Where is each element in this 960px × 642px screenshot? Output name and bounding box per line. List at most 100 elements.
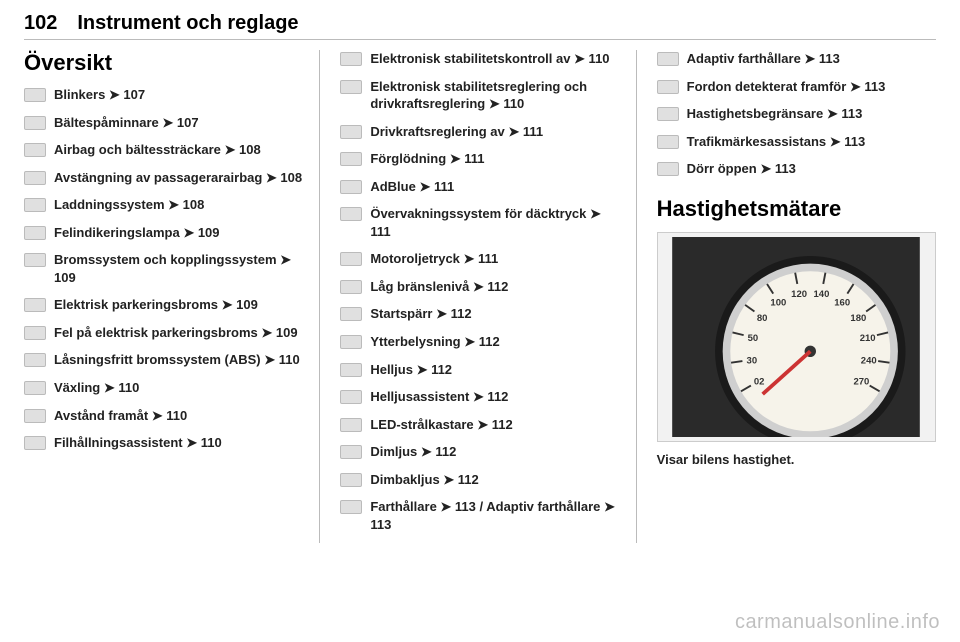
speedometer-heading: Hastighetsmätare	[657, 196, 936, 222]
list-item: Elektrisk parkeringsbroms ➤ 109	[24, 296, 303, 314]
list-item: Motoroljetryck ➤ 111	[340, 250, 619, 268]
indicator-symbol-icon	[24, 436, 46, 450]
indicator-label: Drivkraftsreglering av ➤ 111	[370, 123, 619, 141]
indicator-label: AdBlue ➤ 111	[370, 178, 619, 196]
indicator-symbol-icon	[24, 409, 46, 423]
list-item: Startspärr ➤ 112	[340, 305, 619, 323]
indicator-label: Trafikmärkesassistans ➤ 113	[687, 133, 936, 151]
indicator-symbol-icon	[24, 198, 46, 212]
indicator-label: Airbag och bältessträckare ➤ 108	[54, 141, 303, 159]
indicator-symbol-icon	[340, 180, 362, 194]
indicator-symbol-icon	[340, 207, 362, 221]
indicator-symbol-icon	[340, 152, 362, 166]
speedometer-caption: Visar bilens hastighet.	[657, 452, 936, 467]
indicator-symbol-icon	[24, 326, 46, 340]
svg-text:210: 210	[860, 333, 876, 344]
list-item: Dörr öppen ➤ 113	[657, 160, 936, 178]
list-item: Farthållare ➤ 113 / Adaptiv farthållare …	[340, 498, 619, 533]
list-item: Bromssystem och kopplingssystem ➤ 109	[24, 251, 303, 286]
indicator-symbol-icon	[340, 418, 362, 432]
indicator-symbol-icon	[24, 381, 46, 395]
list-item: Elektronisk stabilitetskontroll av ➤ 110	[340, 50, 619, 68]
list-item: Helljusassistent ➤ 112	[340, 388, 619, 406]
indicator-symbol-icon	[340, 473, 362, 487]
indicator-label: Elektrisk parkeringsbroms ➤ 109	[54, 296, 303, 314]
list-item: Övervakningssystem för däcktryck ➤ 111	[340, 205, 619, 240]
indicator-symbol-icon	[24, 171, 46, 185]
list-item: Elektronisk stabilitetsreglering och dri…	[340, 78, 619, 113]
chapter-title: Instrument och reglage	[77, 12, 298, 35]
list-item: Helljus ➤ 112	[340, 361, 619, 379]
indicator-label: Felindikeringslampa ➤ 109	[54, 224, 303, 242]
list-item: Airbag och bältessträckare ➤ 108	[24, 141, 303, 159]
indicator-symbol-icon	[24, 298, 46, 312]
indicator-symbol-icon	[24, 88, 46, 102]
indicator-label: Filhållningsassistent ➤ 110	[54, 434, 303, 452]
indicator-label: Farthållare ➤ 113 / Adaptiv farthållare …	[370, 498, 619, 533]
indicator-label: Låg bränslenivå ➤ 112	[370, 278, 619, 296]
svg-text:270: 270	[854, 376, 870, 387]
list-item: Bältespåminnare ➤ 107	[24, 114, 303, 132]
indicator-label: Dimbakljus ➤ 112	[370, 471, 619, 489]
indicator-label: Elektronisk stabilitetskontroll av ➤ 110	[370, 50, 619, 68]
indicator-label: Helljus ➤ 112	[370, 361, 619, 379]
indicator-symbol-icon	[340, 125, 362, 139]
list-item: Trafikmärkesassistans ➤ 113	[657, 133, 936, 151]
svg-text:240: 240	[861, 355, 877, 366]
indicator-symbol-icon	[340, 363, 362, 377]
list-item: Hastighetsbegränsare ➤ 113	[657, 105, 936, 123]
indicator-symbol-icon	[24, 226, 46, 240]
indicator-label: Helljusassistent ➤ 112	[370, 388, 619, 406]
indicator-label: Blinkers ➤ 107	[54, 86, 303, 104]
indicator-label: Laddningssystem ➤ 108	[54, 196, 303, 214]
indicator-symbol-icon	[340, 390, 362, 404]
indicator-symbol-icon	[340, 252, 362, 266]
indicator-label: Låsningsfritt bromssystem (ABS) ➤ 110	[54, 351, 303, 369]
indicator-symbol-icon	[24, 116, 46, 130]
indicator-label: Växling ➤ 110	[54, 379, 303, 397]
list-item: Dimbakljus ➤ 112	[340, 471, 619, 489]
list-item: Låg bränslenivå ➤ 112	[340, 278, 619, 296]
svg-text:140: 140	[814, 289, 830, 300]
column-3: Adaptiv farthållare ➤ 113 Fordon detekter…	[657, 50, 936, 543]
indicator-label: Hastighetsbegränsare ➤ 113	[687, 105, 936, 123]
list-item: Växling ➤ 110	[24, 379, 303, 397]
indicator-label: Avstånd framåt ➤ 110	[54, 407, 303, 425]
indicator-label: LED-strålkastare ➤ 112	[370, 416, 619, 434]
list-item: Adaptiv farthållare ➤ 113	[657, 50, 936, 68]
section-title-overview: Översikt	[24, 50, 303, 76]
list-item: LED-strålkastare ➤ 112	[340, 416, 619, 434]
indicator-label: Adaptiv farthållare ➤ 113	[687, 50, 936, 68]
indicator-symbol-icon	[24, 143, 46, 157]
indicator-symbol-icon	[340, 52, 362, 66]
page-header: 102 Instrument och reglage	[24, 12, 936, 40]
indicator-label: Motoroljetryck ➤ 111	[370, 250, 619, 268]
svg-text:50: 50	[748, 333, 759, 344]
indicator-symbol-icon	[24, 253, 46, 267]
indicator-symbol-icon	[340, 500, 362, 514]
list-item: Fordon detekterat framför ➤ 113	[657, 78, 936, 96]
indicator-label: Startspärr ➤ 112	[370, 305, 619, 323]
indicator-symbol-icon	[340, 80, 362, 94]
indicator-symbol-icon	[657, 52, 679, 66]
list-item: Låsningsfritt bromssystem (ABS) ➤ 110	[24, 351, 303, 369]
indicator-symbol-icon	[657, 135, 679, 149]
indicator-symbol-icon	[340, 307, 362, 321]
list-item: Avstängning av passagerarairbag ➤ 108	[24, 169, 303, 187]
watermark: carmanualsonline.info	[735, 611, 940, 634]
indicator-symbol-icon	[340, 445, 362, 459]
list-item: Filhållningsassistent ➤ 110	[24, 434, 303, 452]
list-item: Ytterbelysning ➤ 112	[340, 333, 619, 351]
svg-text:160: 160	[835, 297, 851, 308]
list-item: AdBlue ➤ 111	[340, 178, 619, 196]
svg-text:30: 30	[747, 355, 758, 366]
indicator-label: Avstängning av passagerarairbag ➤ 108	[54, 169, 303, 187]
indicator-symbol-icon	[340, 335, 362, 349]
svg-text:80: 80	[757, 313, 768, 324]
list-item: Dimljus ➤ 112	[340, 443, 619, 461]
svg-text:100: 100	[771, 297, 787, 308]
svg-text:180: 180	[851, 313, 867, 324]
indicator-label: Dimljus ➤ 112	[370, 443, 619, 461]
column-2: Elektronisk stabilitetskontroll av ➤ 110…	[340, 50, 636, 543]
list-item: Förglödning ➤ 111	[340, 150, 619, 168]
